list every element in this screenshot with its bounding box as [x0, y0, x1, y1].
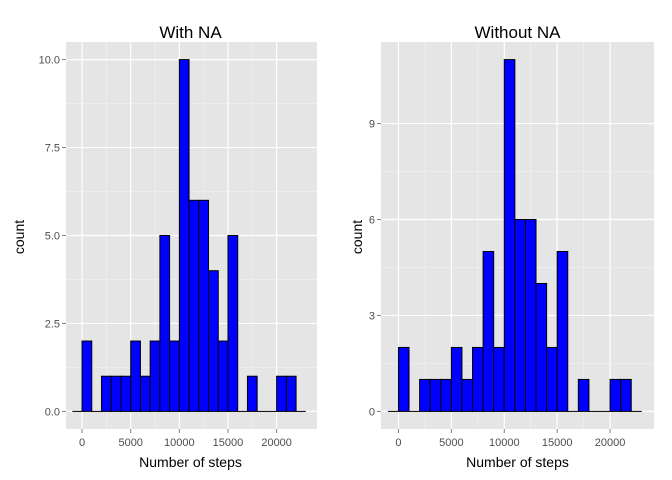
- y-tick-label: 2.5: [45, 318, 60, 330]
- histogram-bar: [285, 375, 297, 412]
- x-axis-title: Number of steps: [139, 454, 242, 470]
- histogram-bar: [493, 346, 505, 412]
- histogram-bar: [514, 219, 526, 412]
- histogram-bar: [130, 340, 141, 412]
- x-tick-label: 20000: [261, 437, 292, 449]
- histogram-bar: [472, 346, 484, 412]
- x-axis-title: Number of steps: [466, 454, 569, 470]
- histogram-bar: [524, 219, 537, 412]
- histogram-bar: [198, 199, 210, 412]
- histogram-panel-with-na: With NA Number of steps count 0 5000 10000…: [11, 23, 317, 470]
- histogram-bar: [429, 378, 442, 412]
- x-tick-label: 10000: [489, 437, 520, 449]
- y-tick-label: 0: [369, 406, 375, 418]
- x-tick-label: 0: [79, 437, 85, 449]
- y-tick-label: 3: [369, 310, 375, 322]
- panel-title: With NA: [159, 23, 222, 42]
- histogram-bar: [397, 346, 410, 412]
- histogram-bar: [208, 270, 219, 412]
- x-tick-label: 10000: [164, 437, 195, 449]
- histogram-bar: [461, 378, 474, 412]
- histogram-bar: [81, 340, 93, 412]
- histogram-bar: [609, 378, 622, 412]
- histogram-bar: [546, 346, 558, 412]
- y-tick-label: 7.5: [45, 143, 60, 155]
- x-tick-label: 5000: [439, 437, 463, 449]
- histogram-bar: [482, 250, 495, 412]
- panel-title: Without NA: [475, 23, 562, 42]
- histogram-bar: [227, 235, 239, 412]
- histogram-bar: [440, 378, 452, 412]
- histogram-bar: [419, 378, 431, 412]
- y-tick-label: 5.0: [45, 231, 60, 243]
- histogram-bar: [246, 375, 258, 412]
- y-tick-label: 6: [369, 215, 375, 227]
- histogram-panel-without-na: Without NA Number of steps count 0 5000 10…: [349, 23, 654, 470]
- y-axis-title: count: [11, 220, 27, 254]
- y-tick-label: 0.0: [45, 406, 60, 418]
- y-tick-label: 9: [369, 119, 375, 131]
- histogram-bar: [169, 340, 180, 412]
- x-tick-label: 15000: [213, 437, 244, 449]
- histogram-bar: [188, 199, 200, 412]
- histogram-bar: [159, 235, 171, 412]
- histogram-bar: [217, 340, 229, 412]
- histogram-bar: [620, 378, 632, 412]
- x-tick-label: 5000: [118, 437, 142, 449]
- x-tick-label: 15000: [542, 437, 573, 449]
- histogram-bar: [503, 59, 516, 412]
- histogram-bar: [101, 375, 112, 412]
- y-axis-title: count: [349, 220, 365, 254]
- histogram-bar: [110, 375, 122, 412]
- histogram-bar: [556, 250, 569, 412]
- histogram-bar: [535, 282, 548, 412]
- histogram-bar: [149, 340, 161, 412]
- y-tick-label: 10.0: [39, 55, 60, 67]
- histogram-bar: [276, 375, 287, 412]
- histogram-bar: [120, 375, 132, 412]
- histogram-bar: [450, 346, 463, 412]
- histogram-bar: [139, 375, 151, 412]
- x-tick-label: 20000: [595, 437, 626, 449]
- x-tick-label: 0: [395, 437, 401, 449]
- histogram-bar: [178, 59, 190, 412]
- histogram-bar: [577, 378, 590, 412]
